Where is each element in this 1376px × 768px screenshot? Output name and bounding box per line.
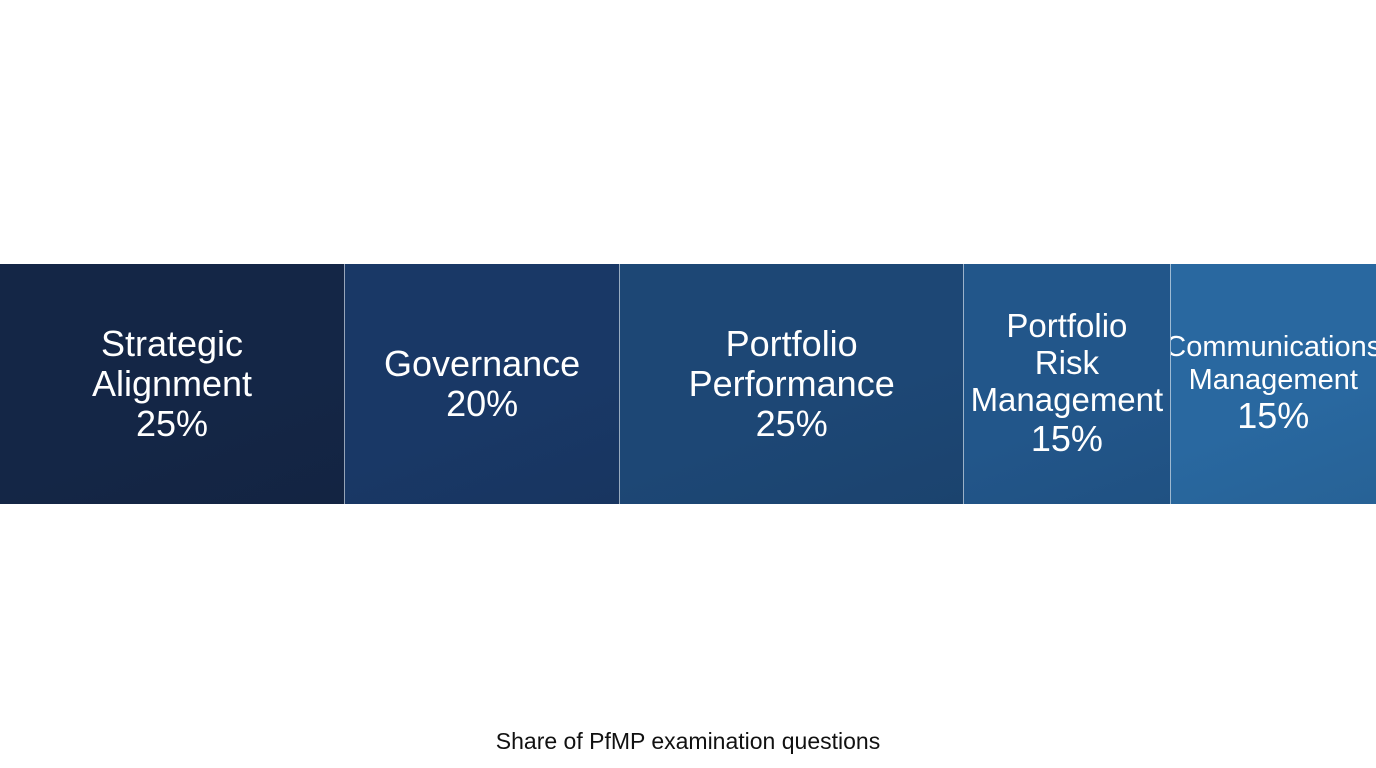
chart-caption: Share of PfMP examination questions — [495, 728, 881, 754]
segment-text-4: Portfolio Risk Management 15% — [970, 307, 1164, 460]
bar-segment-2: Governance 20% — [344, 264, 620, 504]
segment-label: Communications Management — [1169, 331, 1376, 396]
bar-segment-5: Communications Management 15% — [1169, 264, 1376, 504]
segment-text-2: Governance 20% — [384, 342, 581, 425]
segment-value: 15% — [1030, 418, 1103, 460]
segment-value: 25% — [135, 403, 209, 445]
segment-label: Portfolio Risk Management — [970, 307, 1164, 419]
segment-text-3: Portfolio Performance 25% — [688, 322, 895, 445]
segment-text-5: Communications Management 15% — [1169, 331, 1376, 437]
bar-segment-4: Portfolio Risk Management 15% — [963, 264, 1170, 504]
segment-label: Strategic Alignment — [91, 322, 253, 404]
bar-segment-1: Strategic Alignment 25% — [0, 264, 344, 504]
segment-value: 15% — [1237, 395, 1310, 437]
segment-text-1: Strategic Alignment 25% — [91, 322, 253, 445]
segment-label: Portfolio Performance — [688, 322, 895, 404]
bar-segment-3: Portfolio Performance 25% — [619, 264, 964, 504]
segment-value: 25% — [755, 403, 828, 445]
segment-value: 20% — [446, 383, 519, 424]
stacked-bar-chart: Strategic Alignment 25% Governance 20% Portf… — [0, 264, 1376, 504]
segment-label: Governance — [384, 342, 581, 384]
